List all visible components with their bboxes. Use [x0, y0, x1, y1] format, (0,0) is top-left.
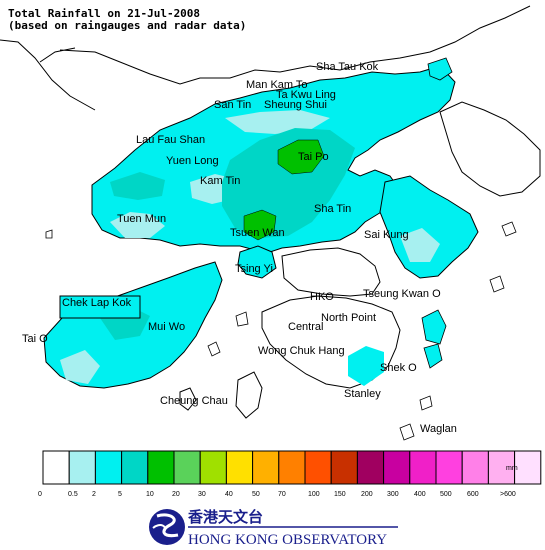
lantau-light: [60, 350, 100, 384]
legend-color-box: [330, 450, 358, 485]
rain-zone-green-tsuenwan: [243, 209, 277, 241]
place-label: North Point: [321, 312, 376, 324]
islet-6: [419, 395, 433, 411]
place-label: Chek Lap Kok: [62, 297, 132, 309]
chek-lap-kok-island: [59, 295, 141, 319]
map-subtitle: (based on raingauges and radar data): [8, 19, 247, 32]
legend-tick-label: 400: [414, 491, 426, 498]
logo-english-name: HONG KONG OBSERVATORY: [188, 532, 387, 548]
legend-color-box: [225, 450, 254, 485]
place-label: Sha Tau Kok: [316, 61, 379, 73]
legend-color-box: [304, 450, 332, 485]
hk-island-rain: [348, 346, 384, 386]
islet-3: [235, 311, 249, 327]
legend-tick-label: 70: [278, 491, 286, 498]
legend-color-box: [356, 450, 385, 485]
place-label: Tuen Mun: [117, 213, 166, 225]
sai-kung-peninsula: [379, 175, 479, 279]
place-label: Lau Fau Shan: [136, 134, 205, 146]
legend-tick-label: 2: [92, 491, 96, 498]
place-label: Wong Chuk Hang: [258, 345, 345, 357]
islet-2: [489, 275, 505, 293]
place-label: Tai Po: [298, 151, 329, 163]
legend-color-box: [42, 450, 70, 485]
legend-color-box: [487, 450, 516, 485]
legend-tick-label: 150: [334, 491, 346, 498]
place-label: Ta Kwu Ling: [276, 89, 336, 101]
legend-tick-label: 5: [118, 491, 122, 498]
rain-zone-teal-west: [110, 172, 165, 200]
place-label: Waglan: [420, 423, 457, 435]
hko-emblem-icon: [149, 509, 185, 545]
tsing-yi-island: [237, 245, 277, 279]
legend-tick-label: 500: [440, 491, 452, 498]
legend-tick-label: 600: [467, 491, 479, 498]
legend-color-box: [68, 450, 96, 485]
place-label: Sheung Shui: [264, 99, 327, 111]
place-label: Tseung Kwan O: [363, 288, 441, 300]
legend-tick-label: 0.5: [68, 491, 78, 498]
lamma-island: [235, 371, 263, 419]
legend-color-bar: [42, 450, 542, 485]
rain-zone-green-taipo: [277, 139, 325, 175]
clearwater-islets: [421, 309, 447, 345]
rain-zone-light-north: [225, 110, 330, 134]
legend-color-box: [121, 450, 149, 485]
place-label: Man Kam To: [246, 79, 308, 91]
legend-tick-label: 0: [38, 491, 42, 498]
place-label: Mui Wo: [148, 321, 185, 333]
rain-zone-light-west: [110, 212, 165, 238]
legend-tick-labels: 0 0.5 2 5 10 20 30 40 50 70 100 150 200 300 400 500 600 >…: [38, 491, 516, 498]
legend-tick-label: 10: [146, 491, 154, 498]
map-title: Total Rainfall on 21-Jul-2008: [8, 7, 201, 20]
kowloon: [281, 247, 381, 297]
place-label: Shek O: [380, 362, 417, 374]
legend-color-box: [278, 450, 306, 485]
mainland-outline: [0, 5, 531, 111]
legend-color-box: [383, 450, 411, 485]
place-label: Tai O: [22, 333, 48, 345]
legend-tick-label: 50: [252, 491, 260, 498]
ne-islet: [427, 57, 453, 81]
legend-tick-label: 30: [198, 491, 206, 498]
legend-tick-label: 100: [308, 491, 320, 498]
legend-color-box: [252, 450, 280, 485]
legend-tick-label: 40: [225, 491, 233, 498]
place-label: Central: [288, 321, 323, 333]
legend-tick-label: 200: [361, 491, 373, 498]
place-label: Kam Tin: [200, 175, 240, 187]
legend-unit: mm: [506, 465, 518, 472]
legend-color-box: [147, 450, 175, 485]
ne-peninsula: [439, 101, 541, 197]
cheung-chau-island: [179, 387, 197, 411]
islet-4: [45, 229, 53, 239]
place-label: Yuen Long: [166, 155, 219, 167]
legend-color-box: [173, 450, 201, 485]
place-label: Cheung Chau: [160, 395, 228, 407]
place-label: San Tin: [214, 99, 251, 111]
legend-color-box: [514, 450, 542, 485]
legend-color-box: [199, 450, 227, 485]
legend-tick-label: >600: [500, 491, 516, 498]
islet-5: [207, 341, 221, 357]
place-label: Tsing Yi: [235, 263, 273, 275]
legend-color-box: [461, 450, 489, 485]
place-label: Stanley: [344, 388, 381, 400]
legend-color-box: [435, 450, 463, 485]
se-islets: [423, 343, 443, 369]
waglan-islet: [399, 423, 415, 441]
logo-chinese-name: 香港天文台: [188, 508, 263, 526]
islet-1: [501, 221, 517, 237]
legend-color-box: [94, 450, 123, 485]
sai-kung-light: [400, 228, 440, 262]
place-label: Sai Kung: [364, 229, 409, 241]
legend-color-box: [409, 450, 437, 485]
place-label: HKO: [310, 291, 334, 303]
legend-tick-label: 300: [387, 491, 399, 498]
place-label: Sha Tin: [314, 203, 351, 215]
place-label: Tsuen Wan: [230, 227, 285, 239]
legend-tick-label: 20: [172, 491, 180, 498]
